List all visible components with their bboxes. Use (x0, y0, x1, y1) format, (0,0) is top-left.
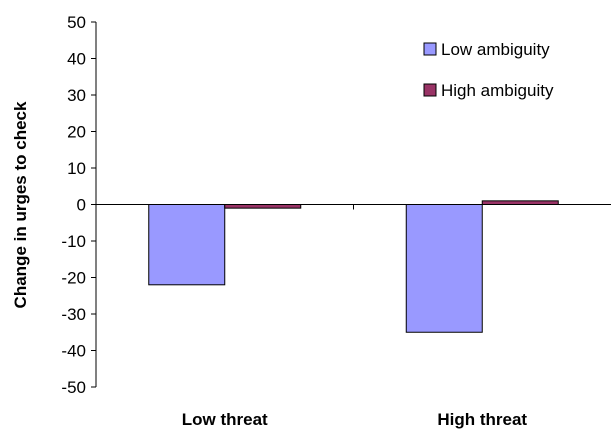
y-tick-label: 10 (67, 159, 86, 178)
y-tick-label: 20 (67, 123, 86, 142)
bars (148, 200, 559, 333)
y-tick-label: 50 (67, 13, 86, 32)
y-tick-label: 40 (67, 50, 86, 69)
legend-label: Low ambiguity (441, 40, 550, 59)
bar-high-threat-high-ambiguity (481, 200, 559, 206)
bar-high-threat-low-ambiguity (405, 204, 483, 333)
y-tick-label: 0 (77, 196, 86, 215)
plot-area: 50 40 30 20 10 0 -10 -20 -30 -40 -50 (61, 13, 611, 397)
y-tick-label: -40 (61, 342, 86, 361)
legend-swatch (423, 83, 437, 97)
y-axis-title: Change in urges to check (11, 101, 30, 308)
legend: Low ambiguity High ambiguity (423, 40, 554, 100)
bar-low-threat-low-ambiguity (148, 204, 226, 286)
x-category-label: High threat (437, 410, 527, 429)
y-axis-ticks: 50 40 30 20 10 0 -10 -20 -30 -40 -50 (61, 13, 96, 397)
bar-low-threat-high-ambiguity (224, 204, 302, 209)
y-tick-label: -30 (61, 305, 86, 324)
y-tick-label: -20 (61, 269, 86, 288)
x-category-label: Low threat (182, 410, 268, 429)
y-tick-label: -50 (61, 378, 86, 397)
y-tick-label: -10 (61, 232, 86, 251)
legend-swatch (423, 42, 437, 56)
legend-label: High ambiguity (441, 81, 554, 100)
y-tick-label: 30 (67, 86, 86, 105)
x-axis-labels: Low threat High threat (182, 410, 528, 429)
